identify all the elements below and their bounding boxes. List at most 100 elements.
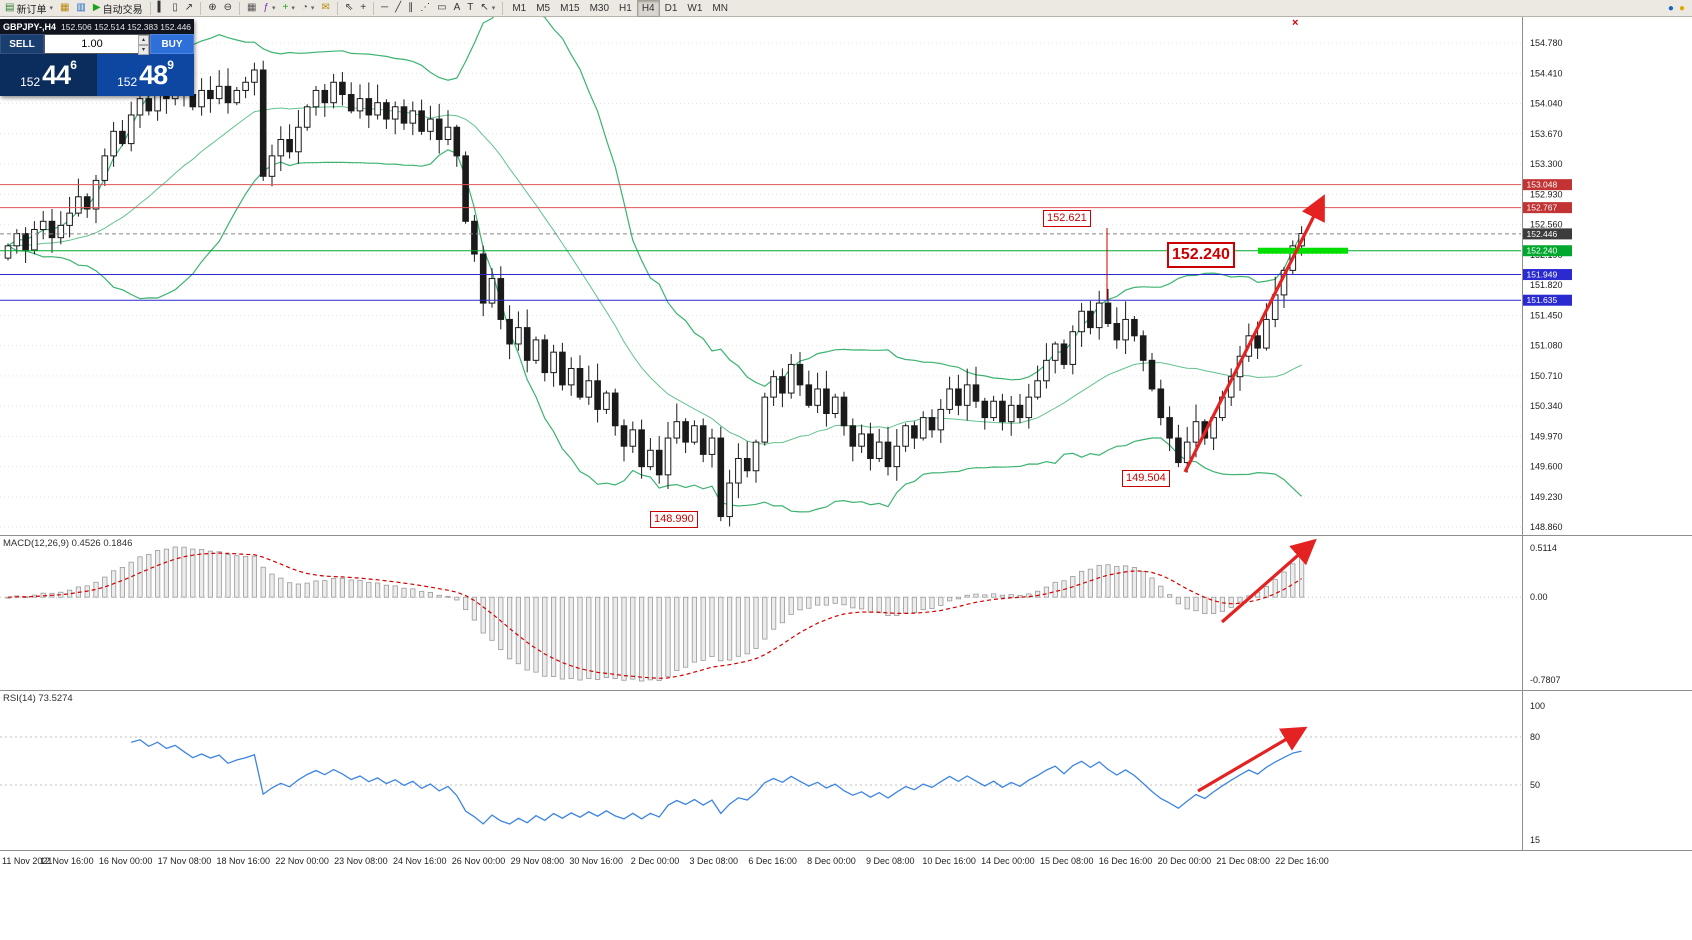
new-order-icon: ▤ (5, 2, 15, 13)
text-button[interactable]: A (451, 1, 464, 16)
sell-button[interactable]: SELL (0, 34, 44, 54)
main-toolbar: ▤新订单▦▥▶自动交易▍▯↗⊕⊖▦ƒ+◔✉⇖+─╱∥⋰▭AT↖ M1M5M15M… (0, 0, 1692, 17)
rsi-indicator-label: RSI(14) 73.5274 (3, 693, 73, 704)
toolbar-right-icons: ● ● (1668, 3, 1690, 14)
tile-windows-button[interactable]: ▦ (244, 1, 259, 16)
candlestick-chart-button[interactable]: ▯ (169, 1, 181, 16)
candlestick-chart-icon: ▯ (172, 2, 178, 13)
svg-text:10 Dec 16:00: 10 Dec 16:00 (922, 856, 976, 866)
svg-text:22 Dec 16:00: 22 Dec 16:00 (1275, 856, 1329, 866)
svg-text:17 Nov 08:00: 17 Nov 08:00 (158, 856, 212, 866)
hline-tag (1523, 179, 1572, 191)
line-chart-button[interactable]: ↗ (182, 1, 196, 16)
svg-text:6 Dec 16:00: 6 Dec 16:00 (748, 856, 797, 866)
svg-text:154.780: 154.780 (1530, 38, 1563, 48)
macd-axis[interactable]: 0.5114 0.00 -0.7807 (1530, 543, 1561, 685)
svg-text:16 Dec 16:00: 16 Dec 16:00 (1099, 856, 1153, 866)
svg-text:154.410: 154.410 (1530, 68, 1563, 78)
timeframe-m1[interactable]: M1 (512, 2, 527, 14)
timeframe-mn[interactable]: MN (712, 2, 728, 14)
market-watch-icon[interactable]: ▦ (57, 1, 72, 16)
zoom-out-button[interactable]: ⊖ (221, 1, 235, 16)
price-grid (0, 42, 1521, 528)
new-order-button-label: 新订单 (16, 4, 47, 16)
svg-text:154.040: 154.040 (1530, 99, 1563, 109)
price-label-149504[interactable]: 149.504 (1122, 470, 1170, 487)
svg-text:0.00: 0.00 (1530, 592, 1548, 602)
volume-down-button[interactable] (138, 45, 149, 55)
sell-price-button[interactable]: 152 44 6 (0, 54, 97, 96)
bar-chart-button[interactable]: ▍ (155, 1, 169, 16)
shapes-icon: ▭ (437, 2, 447, 13)
svg-text:30 Nov 16:00: 30 Nov 16:00 (569, 856, 623, 866)
drawing-objects[interactable] (1106, 194, 1325, 793)
svg-text:151.949: 151.949 (1527, 270, 1558, 280)
community-icon[interactable]: ● (1667, 2, 1674, 14)
toolbar-separator (373, 1, 375, 15)
timeframe-h4[interactable]: H4 (636, 0, 660, 17)
trend-arrow-macd[interactable] (1220, 538, 1317, 624)
svg-text:149.970: 149.970 (1530, 431, 1563, 441)
svg-text:18 Nov 16:00: 18 Nov 16:00 (216, 856, 270, 866)
indicators-button[interactable]: ƒ (260, 1, 278, 16)
crosshair-button[interactable]: + (357, 1, 369, 16)
mailbox-icon[interactable]: ✉ (318, 1, 332, 16)
new-order-button[interactable]: ▤ 新订单 (2, 1, 56, 16)
fibonacci-button[interactable]: ⋰ (417, 1, 433, 16)
candles-layer (4, 60, 1305, 527)
arrows-button[interactable]: ↖ (477, 1, 498, 16)
timeframe-m15[interactable]: M15 (560, 2, 580, 14)
price-label-152621[interactable]: 152.621 (1043, 210, 1091, 227)
equidistant-channel-icon: ∥ (408, 2, 414, 13)
text-label-button[interactable]: T (464, 1, 476, 16)
svg-text:11 Nov 2021: 11 Nov 2021 (2, 856, 52, 866)
svg-text:50: 50 (1530, 780, 1540, 790)
chart-window[interactable]: 154.780 154.410 154.040 153.670 153.300 152.9… (0, 17, 1692, 940)
cursor-icon: ⇖ (344, 2, 354, 13)
hline-tag (1523, 269, 1572, 281)
trend-arrow-rsi[interactable] (1197, 726, 1308, 793)
svg-text:20 Dec 00:00: 20 Dec 00:00 (1158, 856, 1212, 866)
horizontal-lines[interactable]: 153.048 152.767 152.446 152.240 151.949 151.6… (0, 179, 1572, 306)
zoom-in-button[interactable]: ⊕ (205, 1, 219, 16)
timeframe-toolbar: M1 M5 M15 M30 H1 H4 D1 W1 MN (507, 0, 733, 17)
data-window-icon-icon: ▥ (76, 2, 86, 13)
svg-text:12 Nov 16:00: 12 Nov 16:00 (40, 856, 94, 866)
cursor-button[interactable]: ⇖ (342, 1, 356, 16)
timeframe-m30[interactable]: M30 (589, 2, 610, 14)
horizontal-line-button[interactable]: ─ (378, 1, 391, 16)
shapes-button[interactable]: ▭ (434, 1, 449, 16)
price-axis[interactable]: 154.780 154.410 154.040 153.670 153.300 152.9… (1530, 38, 1563, 532)
trendline-button[interactable]: ╱ (392, 1, 404, 16)
price-chart[interactable]: 154.780 154.410 154.040 153.670 153.300 152.9… (0, 17, 1692, 940)
line-chart-icon: ↗ (184, 2, 194, 13)
volume-field[interactable] (44, 34, 150, 55)
period-clock-button[interactable]: ◔ (299, 1, 318, 16)
toolbar-separator (502, 1, 504, 15)
alerts-icon[interactable]: ● (1678, 2, 1685, 14)
volume-up-button[interactable] (138, 35, 149, 45)
svg-text:151.080: 151.080 (1530, 341, 1563, 351)
rsi-axis[interactable]: 100 80 50 15 (1530, 701, 1545, 845)
green-highlight-segment[interactable] (1258, 247, 1348, 254)
autotrading-button[interactable]: ▶ 自动交易 (90, 1, 146, 16)
price-label-148990[interactable]: 148.990 (650, 511, 698, 528)
equidistant-channel-button[interactable]: ∥ (405, 1, 416, 16)
volume-input[interactable] (45, 35, 149, 53)
timeframe-h1[interactable]: H1 (619, 2, 632, 14)
buy-price-button[interactable]: 152 48 9 (97, 54, 194, 96)
svg-text:151.820: 151.820 (1530, 280, 1563, 290)
data-window-icon[interactable]: ▥ (73, 1, 88, 16)
close-icon[interactable]: × (1292, 17, 1299, 29)
buy-button[interactable]: BUY (150, 34, 194, 54)
timeframe-d1[interactable]: D1 (664, 2, 678, 14)
trend-arrow-main[interactable] (1183, 194, 1325, 473)
timeframe-w1[interactable]: W1 (687, 2, 703, 14)
trendline-icon: ╱ (395, 2, 402, 13)
add-indicator-button[interactable]: + (280, 1, 298, 16)
svg-text:21 Dec 08:00: 21 Dec 08:00 (1216, 856, 1270, 866)
timeframe-m5[interactable]: M5 (536, 2, 551, 14)
svg-text:15: 15 (1530, 835, 1540, 845)
price-label-152240[interactable]: 152.240 (1167, 242, 1235, 268)
